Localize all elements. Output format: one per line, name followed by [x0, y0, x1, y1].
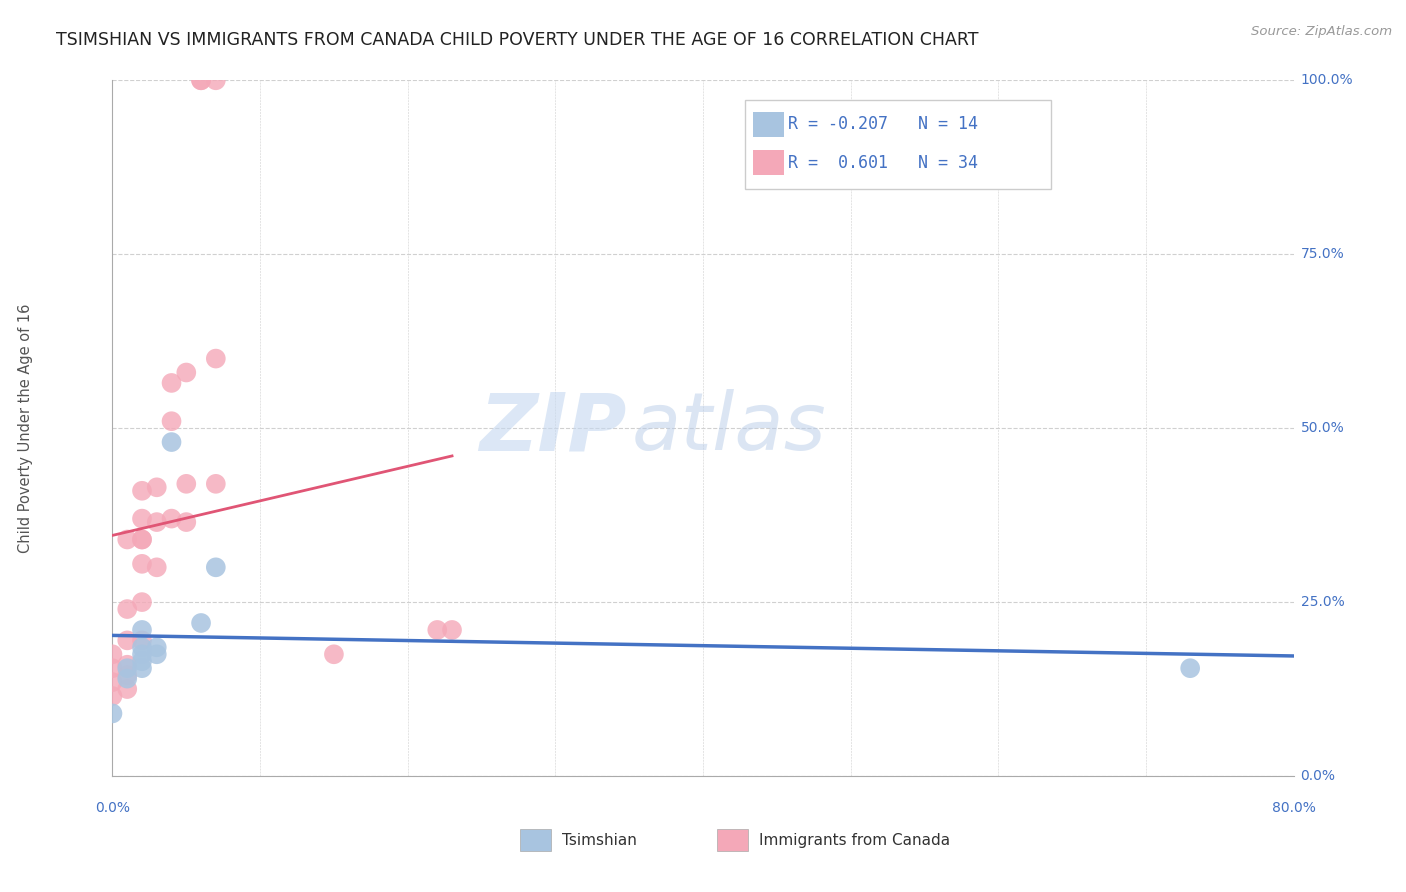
- Point: [160, 414, 183, 428]
- Point: [101, 661, 124, 675]
- Point: [117, 533, 138, 547]
- Point: [117, 681, 138, 696]
- Point: [190, 73, 212, 87]
- Text: 100.0%: 100.0%: [1301, 73, 1353, 87]
- Point: [117, 657, 138, 672]
- Point: [117, 672, 138, 686]
- Text: 75.0%: 75.0%: [1301, 247, 1344, 261]
- Point: [131, 633, 153, 648]
- Text: TSIMSHIAN VS IMMIGRANTS FROM CANADA CHILD POVERTY UNDER THE AGE OF 16 CORRELATIO: TSIMSHIAN VS IMMIGRANTS FROM CANADA CHIL…: [56, 31, 979, 49]
- Point: [117, 633, 138, 648]
- Text: Source: ZipAtlas.com: Source: ZipAtlas.com: [1251, 25, 1392, 38]
- Text: 0.0%: 0.0%: [1301, 769, 1336, 783]
- Point: [101, 689, 124, 703]
- Point: [101, 675, 124, 690]
- Point: [131, 640, 153, 655]
- Point: [131, 623, 153, 637]
- Point: [160, 511, 183, 525]
- Text: R = -0.207   N = 14: R = -0.207 N = 14: [789, 115, 979, 133]
- Point: [131, 595, 153, 609]
- Point: [101, 706, 124, 721]
- Text: 0.0%: 0.0%: [96, 801, 129, 815]
- Text: Immigrants from Canada: Immigrants from Canada: [759, 833, 950, 847]
- Point: [174, 476, 197, 491]
- Point: [131, 533, 153, 547]
- Point: [131, 654, 153, 668]
- Point: [131, 483, 153, 498]
- Text: atlas: atlas: [633, 389, 827, 467]
- Point: [146, 480, 169, 494]
- Point: [131, 557, 153, 571]
- Text: 25.0%: 25.0%: [1301, 595, 1344, 609]
- Point: [117, 661, 138, 675]
- Point: [146, 648, 169, 662]
- Point: [131, 533, 153, 547]
- Point: [146, 560, 169, 574]
- Point: [190, 73, 212, 87]
- Text: ZIP: ZIP: [479, 389, 626, 467]
- Text: Child Poverty Under the Age of 16: Child Poverty Under the Age of 16: [18, 303, 32, 553]
- Point: [146, 515, 169, 529]
- Text: Tsimshian: Tsimshian: [562, 833, 637, 847]
- Text: 50.0%: 50.0%: [1301, 421, 1344, 435]
- Point: [101, 648, 124, 662]
- Point: [131, 511, 153, 525]
- Text: 80.0%: 80.0%: [1271, 801, 1316, 815]
- Point: [174, 366, 197, 380]
- Point: [117, 668, 138, 682]
- Point: [160, 376, 183, 390]
- Point: [205, 73, 228, 87]
- Point: [426, 623, 449, 637]
- Point: [205, 351, 228, 366]
- Point: [174, 515, 197, 529]
- Point: [1178, 661, 1201, 675]
- Point: [117, 602, 138, 616]
- Point: [190, 615, 212, 630]
- Point: [146, 640, 169, 655]
- Point: [131, 648, 153, 662]
- Point: [205, 476, 228, 491]
- Point: [131, 661, 153, 675]
- Point: [160, 435, 183, 450]
- Point: [441, 623, 464, 637]
- Text: R =  0.601   N = 34: R = 0.601 N = 34: [789, 153, 979, 171]
- Point: [205, 560, 228, 574]
- Point: [323, 648, 346, 662]
